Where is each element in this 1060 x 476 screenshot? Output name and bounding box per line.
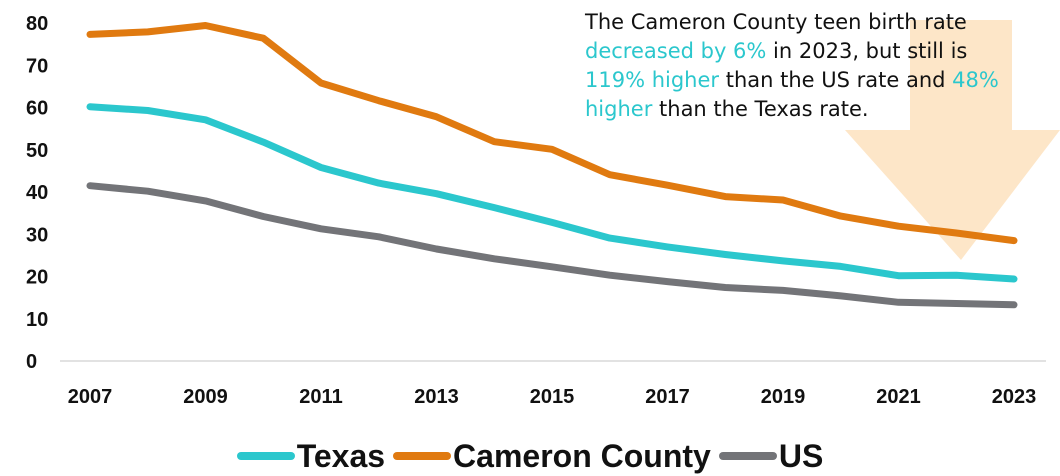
x-tick-label: 2015 xyxy=(530,386,575,408)
legend-item: Cameron County xyxy=(393,438,711,475)
legend: Texas Cameron County US xyxy=(0,436,1060,476)
legend-item: US xyxy=(718,437,824,475)
legend-label: Texas xyxy=(296,437,386,474)
legend-swatch xyxy=(393,452,452,460)
legend-swatch xyxy=(236,452,295,460)
x-tick-label: 2017 xyxy=(645,386,690,408)
y-tick-label: 70 xyxy=(26,55,48,77)
annotation-highlight: 48% higher xyxy=(585,68,999,121)
annotation-text: than the Texas rate. xyxy=(652,97,869,121)
x-tick-label: 2013 xyxy=(414,386,459,408)
y-tick-label: 50 xyxy=(26,140,48,162)
annotation-text: than the US rate and xyxy=(719,68,953,92)
series-line-us xyxy=(86,182,1018,309)
x-tick-label: 2021 xyxy=(876,386,921,408)
down-arrow-icon xyxy=(845,20,1060,260)
legend-swatch xyxy=(718,452,777,460)
series-line-cameron-county xyxy=(86,22,1018,245)
y-tick-label: 0 xyxy=(26,351,37,373)
y-tick-label: 20 xyxy=(26,267,48,289)
y-tick-label: 80 xyxy=(26,13,48,35)
y-tick-label: 30 xyxy=(26,224,48,246)
legend-item: Texas xyxy=(236,437,386,475)
x-axis-ticks: 2007 2009 2011 2013 2015 2017 2019 2021 2023 xyxy=(68,386,1037,408)
chart-annotation: The Cameron County teen birth rate decre… xyxy=(585,8,1005,124)
x-tick-label: 2009 xyxy=(183,386,228,408)
x-tick-label: 2023 xyxy=(992,386,1037,408)
series-line-texas xyxy=(86,103,1018,283)
x-tick-label: 2011 xyxy=(299,386,342,408)
series-lines xyxy=(86,22,1018,309)
annotation-highlight: decreased by 6% xyxy=(585,39,767,63)
y-tick-label: 60 xyxy=(26,98,48,120)
annotation-text: in 2023, but still is xyxy=(766,39,968,63)
annotation-text: The Cameron County teen birth rate xyxy=(585,10,967,34)
legend-label: US xyxy=(778,437,824,474)
x-tick-label: 2019 xyxy=(761,386,806,408)
annotation-highlight: 119% higher xyxy=(585,68,720,92)
y-tick-label: 10 xyxy=(26,309,48,331)
y-tick-label: 40 xyxy=(26,182,48,204)
x-tick-label: 2007 xyxy=(68,386,113,408)
legend-label: Cameron County xyxy=(453,437,711,474)
y-axis-ticks: 0 10 20 30 40 50 60 70 80 xyxy=(26,13,48,373)
